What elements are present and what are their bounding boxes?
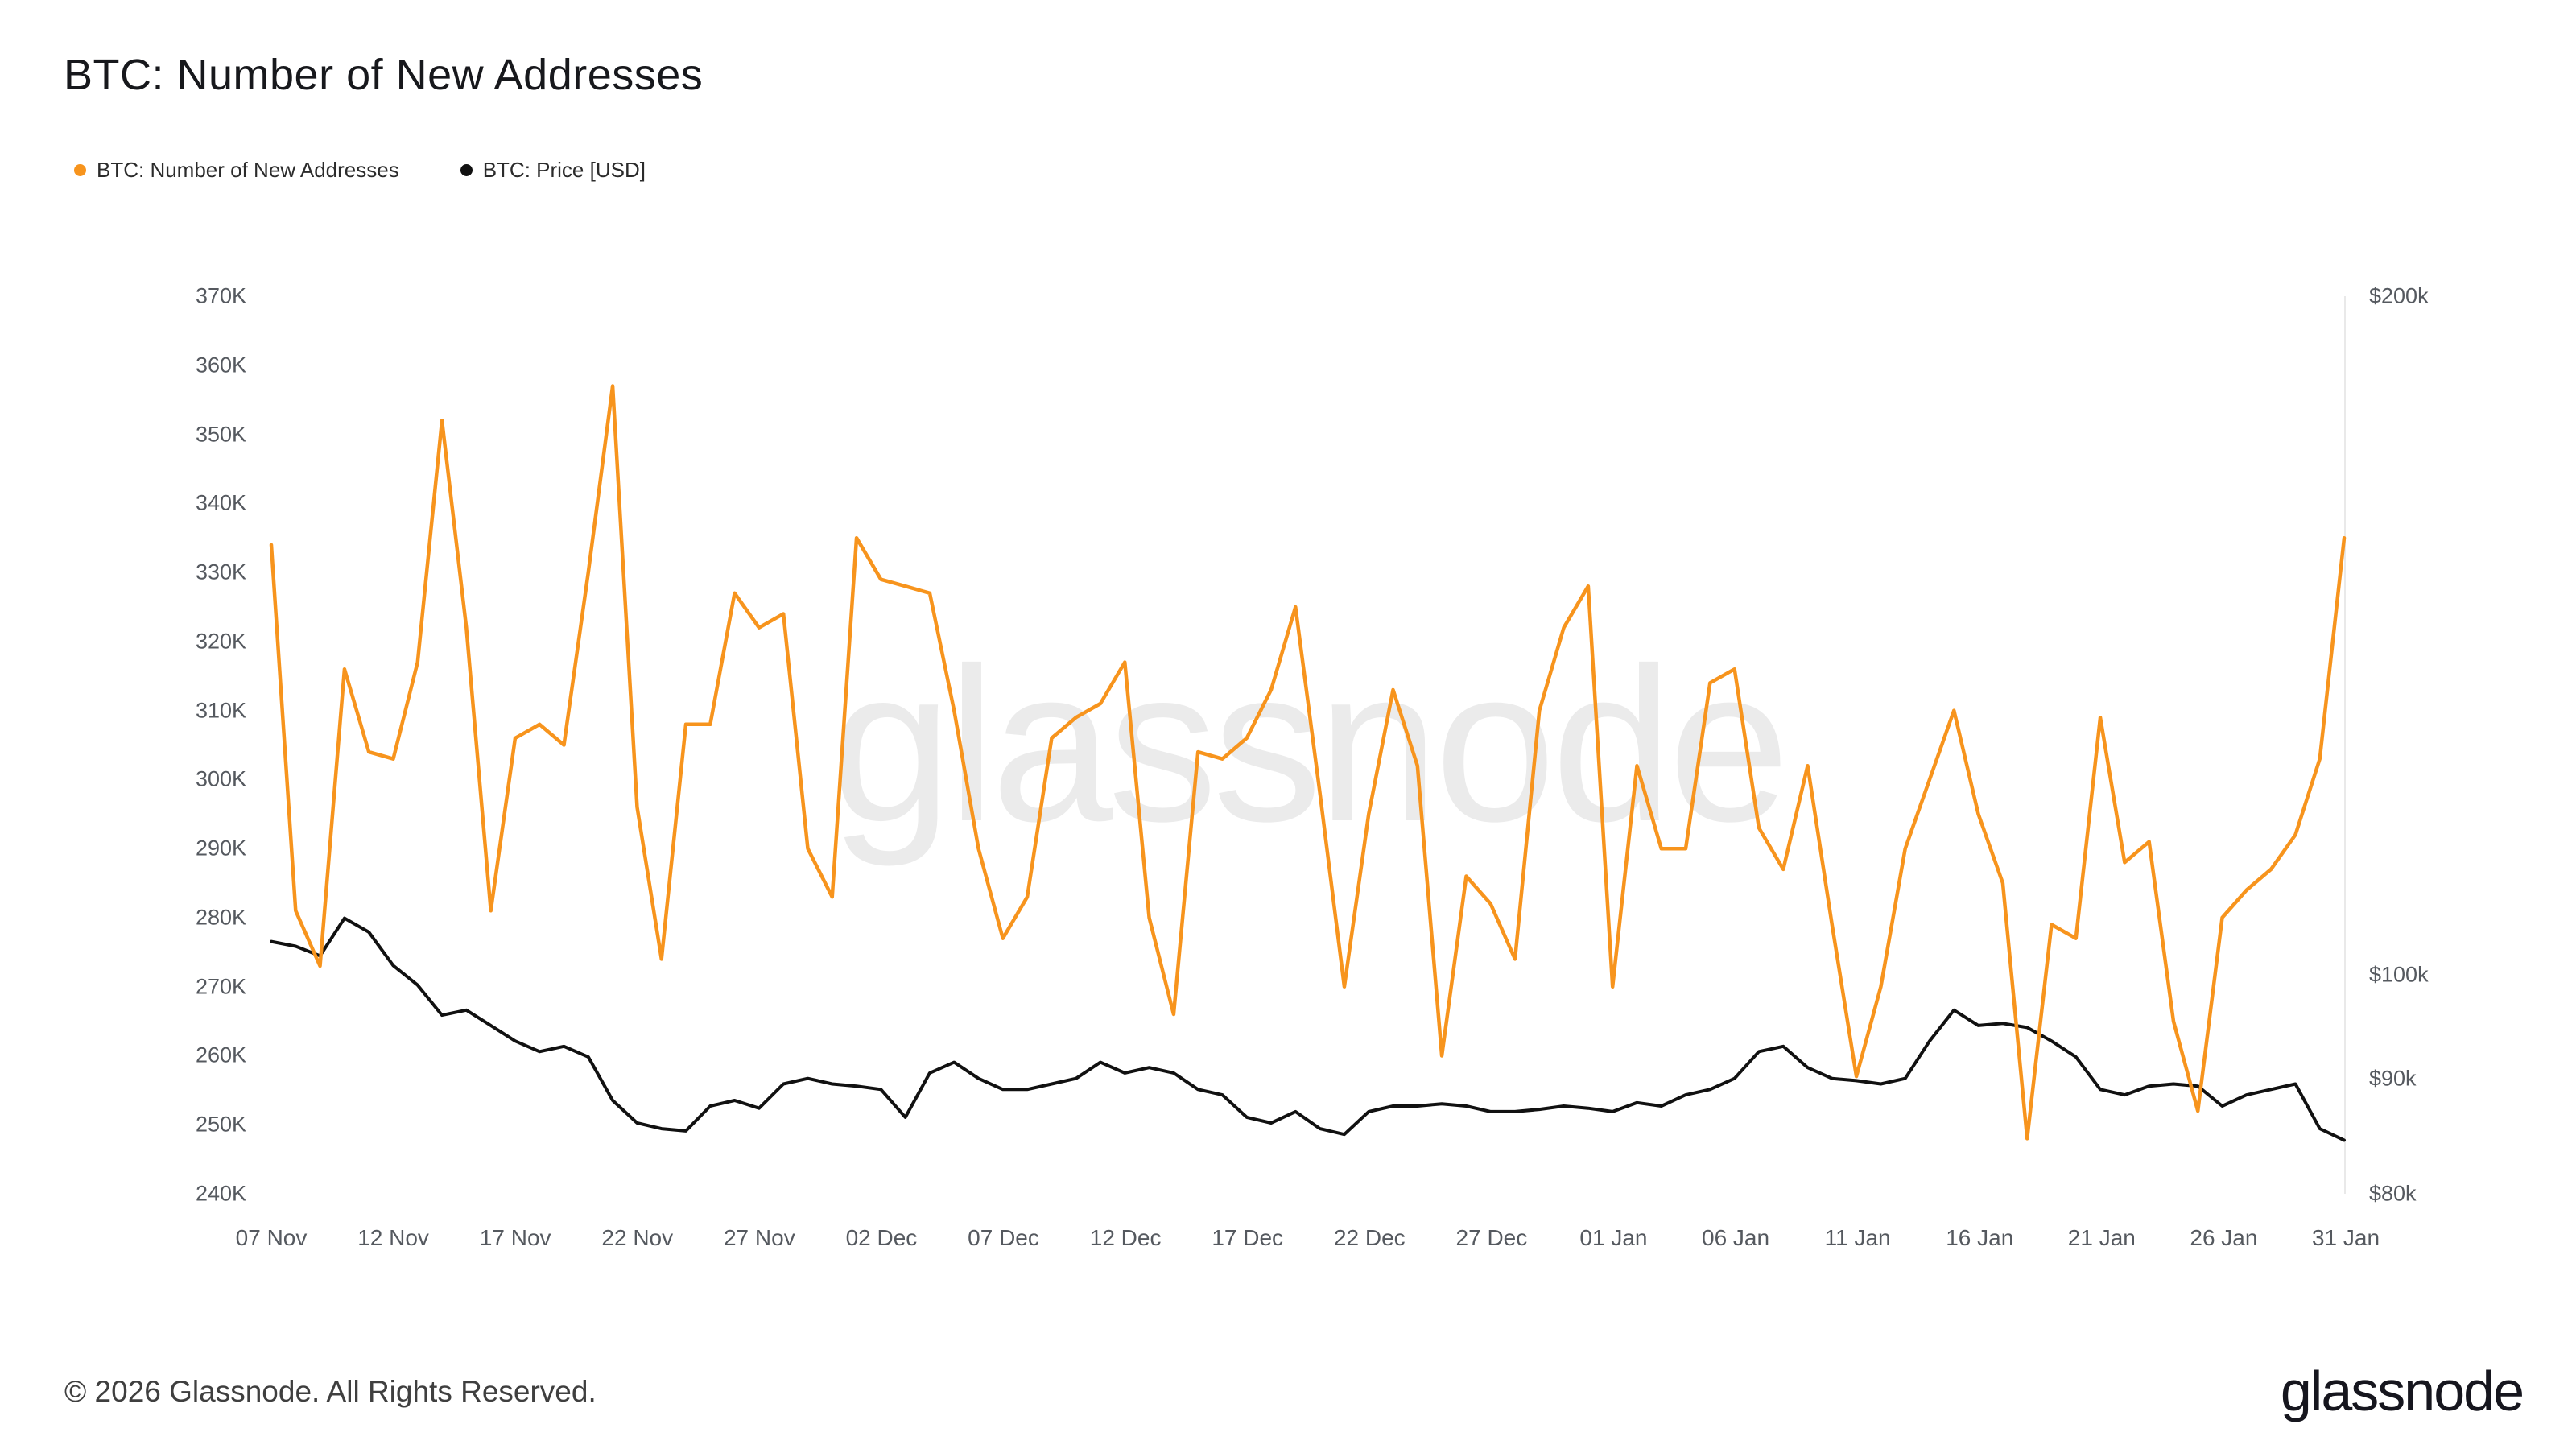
x-axis-tick: 21 Jan bbox=[2067, 1225, 2136, 1250]
x-axis-tick: 26 Jan bbox=[2190, 1225, 2258, 1250]
legend-label-new-addresses: BTC: Number of New Addresses bbox=[97, 158, 399, 182]
x-axis-tick: 02 Dec bbox=[845, 1225, 918, 1250]
chart-title: BTC: Number of New Addresses bbox=[64, 51, 704, 99]
x-axis-tick: 17 Nov bbox=[479, 1225, 551, 1250]
left-axis-tick: 280K bbox=[195, 905, 246, 930]
left-axis-tick: 300K bbox=[195, 766, 246, 791]
left-axis-tick: 260K bbox=[195, 1042, 246, 1067]
x-axis-tick: 17 Dec bbox=[1212, 1225, 1284, 1250]
left-axis-tick: 340K bbox=[195, 490, 246, 515]
x-axis-tick: 07 Nov bbox=[235, 1225, 308, 1250]
x-axis-tick: 31 Jan bbox=[2311, 1225, 2380, 1250]
legend-item-new-addresses[interactable]: BTC: Number of New Addresses bbox=[74, 158, 399, 183]
new-addresses-line bbox=[269, 384, 2347, 1141]
x-axis: 07 Nov 12 Nov 17 Nov 22 Nov 27 Nov 02 Dec 07 D… bbox=[236, 1225, 2380, 1261]
left-axis-tick: 370K bbox=[195, 283, 246, 308]
x-axis-tick: 01 Jan bbox=[1579, 1225, 1648, 1250]
left-y-axis: 240K 250K 260K 270K 280K 290K 300K 310K 320K 330K… bbox=[121, 284, 246, 1206]
x-axis-tick: 27 Nov bbox=[723, 1225, 795, 1250]
legend: BTC: Number of New Addresses BTC: Price … bbox=[74, 158, 707, 183]
right-axis-tick: $80k bbox=[2369, 1181, 2417, 1206]
x-axis-tick: 06 Jan bbox=[1702, 1225, 1770, 1250]
price-usd-line bbox=[270, 916, 2346, 1142]
left-axis-tick: 320K bbox=[195, 629, 246, 654]
x-axis-tick: 22 Dec bbox=[1333, 1225, 1406, 1250]
legend-item-price[interactable]: BTC: Price [USD] bbox=[460, 158, 646, 183]
x-axis-tick: 22 Nov bbox=[601, 1225, 674, 1250]
left-axis-tick: 250K bbox=[195, 1112, 246, 1137]
left-axis-tick: 310K bbox=[195, 698, 246, 723]
x-axis-tick: 11 Jan bbox=[1824, 1225, 1891, 1250]
x-axis-tick: 12 Dec bbox=[1089, 1225, 1162, 1250]
x-axis-tick: 12 Nov bbox=[357, 1225, 429, 1250]
right-axis-tick: $90k bbox=[2369, 1066, 2417, 1091]
x-axis-tick: 27 Dec bbox=[1455, 1225, 1528, 1250]
legend-label-price: BTC: Price [USD] bbox=[482, 158, 646, 182]
legend-dot-new-addresses bbox=[74, 164, 86, 176]
right-axis-tick: $200k bbox=[2369, 283, 2429, 308]
right-axis-tick: $100k bbox=[2369, 962, 2429, 987]
legend-dot-price bbox=[460, 164, 473, 176]
left-axis-tick: 240K bbox=[195, 1181, 246, 1206]
glassnode-logo: glassnode bbox=[2280, 1360, 2524, 1422]
left-axis-tick: 350K bbox=[195, 422, 246, 447]
chart-canvas bbox=[269, 384, 2347, 1142]
left-axis-tick: 270K bbox=[195, 974, 246, 999]
x-axis-tick: 16 Jan bbox=[1946, 1225, 2014, 1250]
plot-area[interactable]: glassnode bbox=[269, 296, 2347, 1194]
left-axis-tick: 330K bbox=[195, 559, 246, 584]
right-y-axis: $200k $100k $90k $80k bbox=[2369, 284, 2514, 1206]
left-axis-tick: 290K bbox=[195, 836, 246, 861]
left-axis-tick: 360K bbox=[195, 353, 246, 378]
copyright-text: © 2026 Glassnode. All Rights Reserved. bbox=[64, 1375, 597, 1408]
x-axis-tick: 07 Dec bbox=[968, 1225, 1039, 1250]
